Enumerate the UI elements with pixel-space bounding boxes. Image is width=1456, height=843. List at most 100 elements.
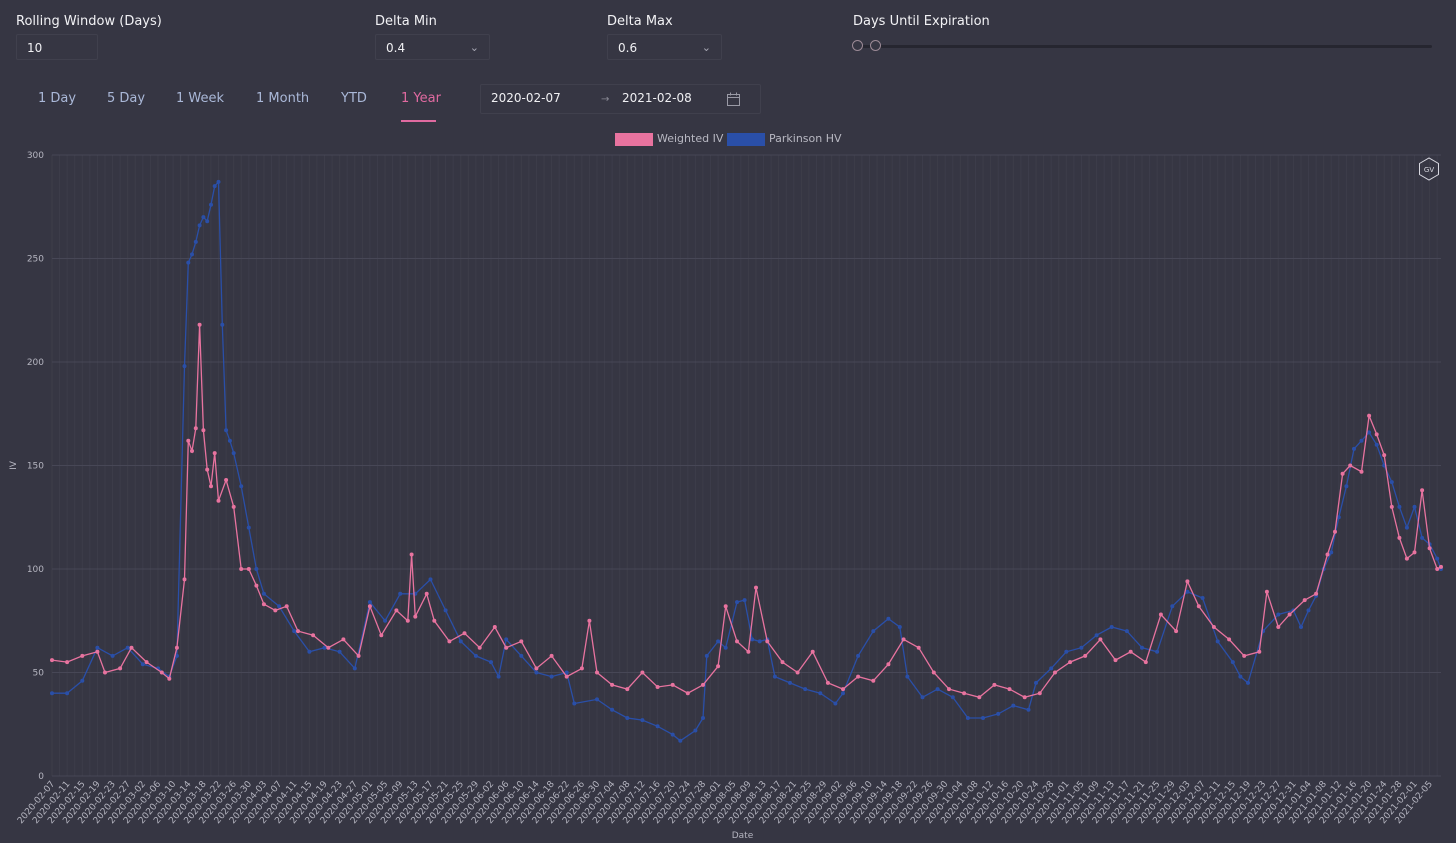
data-point-weighted-iv xyxy=(1374,432,1379,437)
tab-ytd[interactable]: YTD xyxy=(341,91,367,106)
data-point-weighted-iv xyxy=(716,664,721,669)
y-tick-label: 200 xyxy=(27,358,44,368)
data-point-weighted-iv xyxy=(670,682,675,687)
data-point-weighted-iv xyxy=(447,639,452,644)
tab-1-week[interactable]: 1 Week xyxy=(176,91,225,106)
data-point-weighted-iv xyxy=(212,451,217,456)
data-point-weighted-iv xyxy=(1083,653,1088,658)
data-point-weighted-iv xyxy=(1427,546,1432,551)
data-point-weighted-iv xyxy=(610,682,615,687)
data-point-parkinson-hv xyxy=(231,451,236,456)
data-point-weighted-iv xyxy=(1022,695,1027,700)
data-point-weighted-iv xyxy=(311,633,316,638)
delta-min-select[interactable]: 0.4 ⌄ xyxy=(375,34,490,60)
data-point-weighted-iv xyxy=(50,658,54,663)
data-point-parkinson-hv xyxy=(1435,556,1440,561)
delta-max-label: Delta Max xyxy=(607,14,673,29)
legend-swatch-parkinson-hv[interactable] xyxy=(727,133,765,146)
data-point-parkinson-hv xyxy=(1389,480,1394,485)
tab-1-year[interactable]: 1 Year xyxy=(401,91,441,106)
data-point-weighted-iv xyxy=(549,653,554,658)
data-point-parkinson-hv xyxy=(443,608,448,613)
data-point-parkinson-hv xyxy=(220,322,225,327)
data-point-parkinson-hv xyxy=(572,701,577,706)
data-point-parkinson-hv xyxy=(1336,515,1341,520)
data-point-weighted-iv xyxy=(1287,612,1292,617)
tab-5-day[interactable]: 5 Day xyxy=(107,91,146,106)
data-point-parkinson-hv xyxy=(1109,625,1114,629)
data-point-weighted-iv xyxy=(205,467,210,472)
data-point-weighted-iv xyxy=(1325,552,1330,557)
date-range-picker[interactable]: 2020-02-07 → 2021-02-08 xyxy=(480,84,761,114)
data-point-parkinson-hv xyxy=(935,687,940,692)
data-point-weighted-iv xyxy=(1359,469,1364,474)
legend-label-parkinson-hv[interactable]: Parkinson HV xyxy=(769,132,842,145)
data-point-weighted-iv xyxy=(595,670,599,675)
slider-handle-min[interactable] xyxy=(852,40,863,51)
y-tick-label: 100 xyxy=(27,565,44,575)
data-point-parkinson-hv xyxy=(1420,535,1425,540)
data-point-weighted-iv xyxy=(254,583,259,588)
tab-1-day[interactable]: 1 Day xyxy=(38,91,77,106)
data-point-parkinson-hv xyxy=(1367,430,1372,435)
data-point-parkinson-hv xyxy=(693,728,698,733)
data-point-parkinson-hv xyxy=(1094,633,1099,638)
iv-line-chart: 0501001502002503002020-02-072020-02-1120… xyxy=(9,151,1443,841)
data-point-weighted-iv xyxy=(197,322,202,327)
data-point-weighted-iv xyxy=(901,637,906,642)
data-point-parkinson-hv xyxy=(549,674,554,679)
data-point-parkinson-hv xyxy=(458,639,463,644)
data-point-weighted-iv xyxy=(1264,589,1269,594)
data-point-parkinson-hv xyxy=(1064,649,1069,654)
data-point-parkinson-hv xyxy=(871,629,876,634)
data-point-parkinson-hv xyxy=(981,716,985,720)
data-point-weighted-iv xyxy=(80,653,85,658)
data-point-weighted-iv xyxy=(1404,556,1409,561)
days-until-expiration-slider[interactable] xyxy=(856,45,1432,48)
data-point-parkinson-hv xyxy=(1238,674,1243,679)
data-point-parkinson-hv xyxy=(367,600,372,605)
data-point-parkinson-hv xyxy=(261,591,266,596)
data-point-weighted-iv xyxy=(341,637,346,642)
data-point-weighted-iv xyxy=(95,649,100,654)
data-point-parkinson-hv xyxy=(723,645,728,650)
data-point-weighted-iv xyxy=(825,680,830,685)
date-range-end[interactable]: 2021-02-08 xyxy=(622,91,692,105)
data-point-parkinson-hv xyxy=(254,567,259,571)
data-point-weighted-iv xyxy=(1276,625,1281,629)
data-point-parkinson-hv xyxy=(216,179,221,184)
data-point-weighted-iv xyxy=(1211,625,1216,629)
date-range-start[interactable]: 2020-02-07 xyxy=(491,91,561,105)
data-point-weighted-iv xyxy=(167,676,172,681)
data-point-weighted-iv xyxy=(379,633,384,638)
data-point-weighted-iv xyxy=(394,608,399,613)
data-point-weighted-iv xyxy=(296,629,300,634)
data-point-weighted-iv xyxy=(723,604,728,609)
data-point-weighted-iv xyxy=(432,618,437,623)
data-point-parkinson-hv xyxy=(337,649,342,654)
calendar-icon[interactable] xyxy=(727,92,740,106)
data-point-weighted-iv xyxy=(190,449,194,453)
data-point-parkinson-hv xyxy=(209,202,213,207)
data-point-parkinson-hv xyxy=(110,653,115,658)
data-point-parkinson-hv xyxy=(1359,438,1364,443)
legend-label-weighted-iv[interactable]: Weighted IV xyxy=(657,132,724,145)
data-point-parkinson-hv xyxy=(1034,680,1038,685)
data-point-parkinson-hv xyxy=(595,697,599,702)
rolling-window-input[interactable]: 10 xyxy=(16,34,98,60)
data-point-weighted-iv xyxy=(1174,629,1179,634)
data-point-weighted-iv xyxy=(947,687,951,692)
delta-max-select[interactable]: 0.6 ⌄ xyxy=(607,34,722,60)
data-point-weighted-iv xyxy=(534,666,539,671)
y-tick-label: 150 xyxy=(27,462,44,472)
legend-swatch-weighted-iv[interactable] xyxy=(615,133,653,146)
data-point-weighted-iv xyxy=(1128,649,1133,654)
y-tick-label: 250 xyxy=(27,255,44,265)
data-point-weighted-iv xyxy=(1439,564,1443,569)
data-point-parkinson-hv xyxy=(1140,645,1144,650)
tab-1-month[interactable]: 1 Month xyxy=(256,91,310,106)
data-point-weighted-iv xyxy=(201,428,206,433)
data-point-parkinson-hv xyxy=(65,691,70,696)
slider-handle-max[interactable] xyxy=(870,40,881,51)
days-until-expiration-label: Days Until Expiration xyxy=(853,14,990,29)
